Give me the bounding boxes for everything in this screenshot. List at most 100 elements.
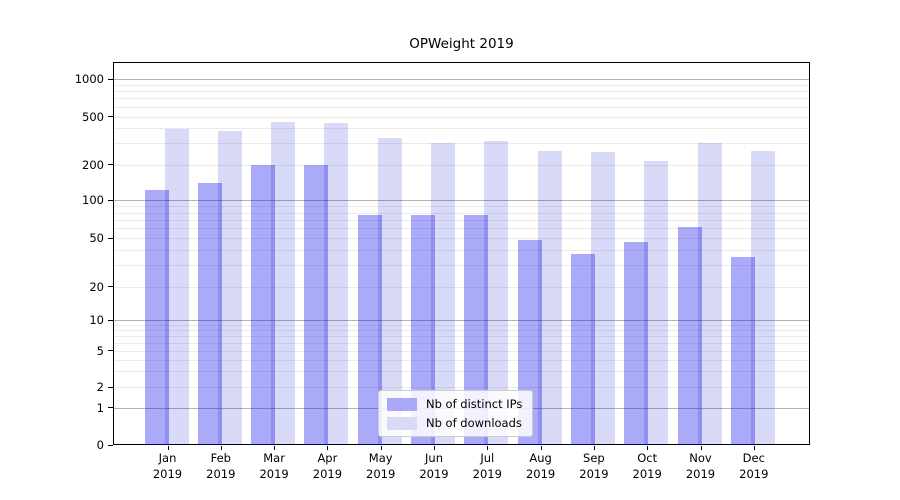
legend-label-distinct-ips: Nb of distinct IPs [426, 397, 523, 411]
bar-distinct-ips-dec [730, 257, 755, 445]
x-tick-mark [167, 446, 169, 450]
bar-downloads-feb [217, 130, 242, 445]
x-tick-mark [220, 446, 222, 450]
y-tick-label: 500 [82, 109, 104, 124]
x-tick-label: Dec 2019 [739, 451, 769, 481]
bar-distinct-ips-feb [197, 182, 222, 445]
x-tick-mark [700, 446, 702, 450]
bar-downloads-apr [324, 123, 349, 445]
gridline-minor [114, 219, 809, 221]
gridline-major [114, 320, 809, 321]
x-tick-mark [380, 446, 382, 450]
bar-distinct-ips-nov [677, 227, 702, 445]
gridline-minor [114, 371, 809, 373]
legend-swatch-downloads [387, 416, 417, 430]
x-tick-mark [753, 446, 755, 450]
bar-downloads-mar [271, 122, 296, 445]
legend-item-distinct-ips: Nb of distinct IPs [387, 397, 522, 411]
y-tick-label: 1000 [74, 72, 104, 86]
x-tick-label: Aug 2019 [525, 451, 556, 481]
gridline-minor [114, 335, 809, 337]
y-tick-mark [108, 350, 113, 352]
x-tick-mark [593, 446, 595, 450]
x-tick-mark [647, 446, 649, 450]
gridline-minor [114, 238, 809, 240]
y-tick-mark [108, 116, 113, 117]
gridline-minor [114, 143, 809, 145]
x-tick-mark [434, 446, 435, 450]
gridline-minor [114, 329, 809, 331]
gridline-minor [114, 206, 809, 208]
gridline-minor [114, 286, 809, 288]
bar-distinct-ips-apr [304, 164, 329, 445]
x-tick-label: Feb 2019 [206, 451, 236, 481]
x-tick-label: May 2019 [366, 451, 396, 481]
y-tick-mark [108, 78, 113, 80]
gridline-minor [114, 106, 809, 108]
plot-area [113, 62, 810, 445]
bar-downloads-nov [697, 142, 722, 445]
gridline-major [114, 200, 809, 202]
y-tick-mark [108, 286, 113, 288]
legend: Nb of distinct IPs Nb of downloads [378, 390, 534, 437]
y-tick-mark [108, 199, 113, 201]
gridline-minor [114, 250, 809, 252]
bar-downloads-sep [590, 152, 615, 445]
bar-downloads-jan [164, 128, 189, 445]
bar-distinct-ips-may [357, 214, 382, 445]
legend-swatch-distinct-ips [387, 397, 417, 411]
gridline-minor [114, 116, 809, 118]
bar-downloads-oct [644, 161, 669, 445]
x-tick-label: Jun 2019 [419, 451, 449, 481]
gridline-minor [114, 265, 809, 267]
gridline-minor [114, 350, 809, 352]
bar-distinct-ips-mar [251, 165, 276, 445]
bar-distinct-ips-jan [144, 189, 169, 445]
bar-distinct-ips-oct [624, 241, 649, 445]
y-tick-label: 2 [96, 380, 104, 395]
gridline-minor [114, 91, 809, 93]
gridline-minor [114, 212, 809, 214]
gridline-minor [114, 98, 809, 100]
x-tick-label: Mar 2019 [259, 451, 289, 481]
y-tick-label: 200 [82, 157, 104, 172]
legend-label-downloads: Nb of downloads [426, 416, 522, 430]
gridline-minor [114, 324, 809, 326]
y-tick-label: 10 [89, 313, 104, 327]
x-tick-mark [487, 446, 489, 450]
x-tick-mark [274, 446, 276, 450]
y-tick-label: 50 [89, 231, 104, 246]
gridline-minor [114, 342, 809, 344]
legend-item-downloads: Nb of downloads [387, 416, 522, 430]
y-tick-label: 100 [82, 193, 104, 208]
chart-title: OPWeight 2019 [409, 36, 514, 52]
gridline-minor [114, 84, 809, 86]
gridline-minor [114, 387, 809, 389]
x-tick-label: Sep 2019 [579, 451, 609, 481]
gridline-minor [114, 228, 809, 230]
x-tick-label: Apr 2019 [312, 451, 343, 481]
gridline-minor [114, 359, 809, 361]
bar-downloads-dec [750, 151, 775, 445]
y-tick-label: 5 [96, 343, 104, 358]
y-tick-label: 20 [89, 279, 104, 294]
y-tick-mark [108, 444, 113, 446]
y-tick-mark [108, 319, 113, 321]
y-tick-label: 1 [96, 400, 104, 415]
gridline-minor [114, 128, 809, 130]
y-tick-label: 0 [96, 438, 104, 452]
y-tick-mark [108, 237, 113, 239]
x-tick-label: Oct 2019 [632, 451, 662, 481]
gridline-major [114, 79, 809, 80]
x-tick-mark [327, 446, 329, 450]
y-tick-mark [108, 386, 113, 388]
gridline-minor [114, 164, 809, 166]
x-tick-mark [540, 446, 542, 450]
x-tick-label: Jan 2019 [152, 451, 183, 481]
x-tick-label: Jul 2019 [472, 451, 502, 481]
y-tick-mark [108, 407, 113, 409]
y-tick-mark [108, 164, 113, 166]
bar-distinct-ips-sep [570, 254, 595, 445]
x-tick-label: Nov 2019 [685, 451, 716, 481]
